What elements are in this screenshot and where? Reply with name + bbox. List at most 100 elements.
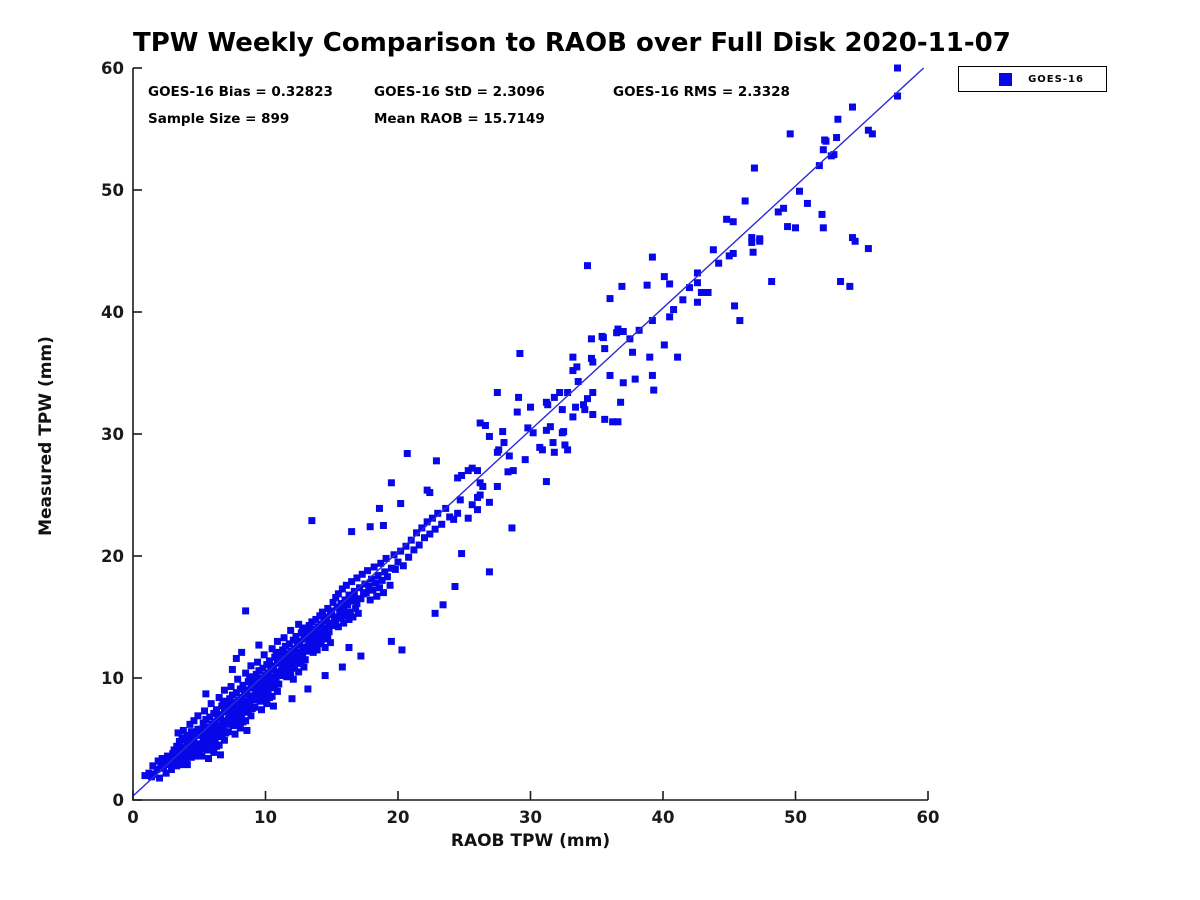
scatter-point [212,724,220,732]
scatter-point [340,606,348,614]
scatter-point [479,482,487,490]
scatter-point [187,753,195,761]
scatter-point [283,673,291,681]
scatter-point [187,728,195,736]
scatter-point [145,769,153,777]
scatter-point [379,589,387,597]
scatter-point [345,591,353,599]
scatter-point [786,130,794,138]
scatter-point [311,633,319,641]
scatter-point [259,664,267,672]
scatter-point [749,248,757,256]
scatter-point [292,633,300,641]
x-tick-label: 60 [917,808,940,827]
scatter-point [368,575,375,583]
scatter-point [265,657,273,665]
scatter-point [614,418,622,426]
scatter-point [646,353,654,361]
scatter-point [170,746,178,754]
scatter-point [244,707,252,715]
scatter-point [524,424,532,432]
scatter-point [206,713,214,721]
scatter-point [291,664,299,672]
scatter-point [328,607,336,615]
scatter-point [169,750,177,758]
scatter-point [894,92,902,100]
scatter-point [254,694,262,702]
scatter-point [666,313,674,321]
scatter-point [263,700,271,708]
scatter-point [418,524,426,532]
scatter-point [370,563,378,571]
scatter-point [342,581,350,589]
scatter-point [648,253,656,261]
scatter-point [332,593,340,601]
scatter-point [446,513,454,521]
scatter-point [564,389,572,397]
scatter-point [513,408,521,416]
scatter-point [834,115,842,123]
scatter-point [792,224,799,232]
scatter-point [643,281,651,289]
scatter-point [574,378,582,386]
scatter-point [234,675,242,683]
scatter-point [693,269,701,277]
scatter-point [304,685,312,693]
scatter-point [515,393,523,401]
scatter-point [288,695,296,703]
scatter-point [287,626,295,634]
scatter-point [223,720,231,728]
scatter-point [399,562,407,570]
scatter-point [458,550,466,558]
scatter-point [207,700,215,708]
scatter-point [181,752,189,760]
scatter-point [214,733,222,741]
scatter-point [173,742,181,750]
scatter-point [617,398,625,406]
scatter-point [305,622,313,630]
scatter-point [387,479,395,487]
scatter-point [232,714,240,722]
scatter-point [186,720,194,728]
scatter-point [580,401,587,409]
scatter-point [201,728,209,736]
scatter-point [236,685,244,693]
scatter-point [220,736,228,744]
scatter-point [613,329,621,337]
scatter-point [549,439,557,447]
y-tick-label: 20 [101,547,124,566]
scatter-point [837,278,845,285]
scatter-point [230,722,238,730]
scatter-point [868,130,876,138]
scatter-point [281,642,289,650]
scatter-point [474,506,481,514]
scatter-point [495,446,503,454]
scatter-point [358,570,366,578]
scatter-point [431,525,439,533]
scatter-point [289,636,297,644]
scatter-point [215,728,223,736]
scatter-point [271,653,279,661]
scatter-point [201,742,209,750]
scatter-point [542,426,550,434]
scatter-point [166,756,174,764]
scatter-point [648,371,656,379]
scatter-point [238,694,246,702]
scatter-point [287,670,295,678]
scatter-point [332,617,340,625]
scatter-point [822,137,830,145]
scatter-point [542,478,550,486]
scatter-point [371,579,379,587]
scatter-point [509,467,517,475]
scatter-point [301,656,309,664]
scatter-point [382,554,390,562]
scatter-point [864,126,872,134]
scatter-point [426,530,434,538]
scatter-point [205,755,213,763]
scatter-point [741,197,749,205]
scatter-point [216,751,224,759]
scatter-point [205,730,213,738]
scatter-point [264,689,272,697]
scatter-point [277,651,285,659]
fit-line [132,67,925,797]
